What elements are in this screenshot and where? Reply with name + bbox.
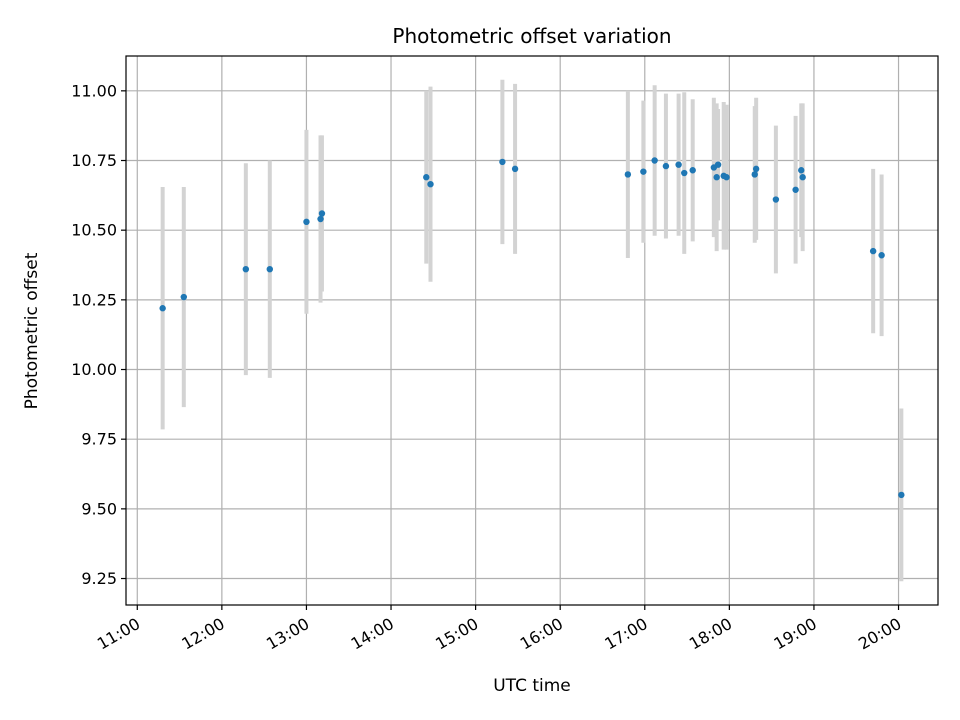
data-point [651,157,658,164]
error-bars [160,79,904,582]
data-point [675,161,682,168]
data-point [723,174,730,181]
data-point [640,168,647,175]
x-tick-label: 17:00 [601,614,650,654]
data-point [423,174,430,181]
y-axis-label: Photometric offset [22,252,42,409]
x-tick-label: 18:00 [686,614,735,654]
data-point [792,186,799,193]
x-tick-label: 12:00 [178,614,227,654]
y-tick-label: 9.50 [81,499,117,518]
data-point [689,167,696,174]
y-tick-label: 10.50 [71,221,117,240]
data-point [681,169,688,177]
data-point [898,491,905,499]
data-point [798,167,805,174]
y-tick-label: 10.00 [71,360,117,379]
y-axis-ticks: 9.25 9.50 9.75 10.00 10.25 10.50 10.75 11.00 [71,81,126,588]
x-axis-ticks: 11:00 12:00 13:00 14:00 15:00 16:00 17:00 18:00… [94,605,905,654]
x-tick-label: 11:00 [94,614,143,654]
y-tick-label: 9.25 [81,569,117,588]
data-point [180,293,187,301]
y-tick-label: 9.75 [81,430,117,449]
y-tick-label: 11.00 [71,81,117,100]
x-tick-label: 19:00 [771,614,820,654]
data-points [159,157,905,499]
data-point [752,165,760,173]
data-point [511,165,519,173]
data-point [499,158,506,166]
data-point [714,161,722,168]
data-point [869,247,877,255]
data-point [713,174,720,181]
data-point [266,265,273,273]
data-point [751,171,758,178]
x-tick-label: 13:00 [263,614,312,654]
plot-area-frame [125,55,939,606]
data-point [317,215,324,223]
x-tick-label: 15:00 [432,614,481,654]
y-tick-label: 10.25 [71,290,117,309]
data-point [772,196,780,203]
data-point [878,252,885,259]
data-point [242,265,250,273]
x-tick-label: 16:00 [517,614,566,654]
data-point [662,162,670,170]
data-point [624,171,632,178]
data-point [427,180,434,188]
data-point [799,174,806,181]
x-tick-label: 20:00 [855,614,904,654]
x-axis-label: UTC time [493,676,571,696]
data-point [318,210,326,217]
chart-title: Photometric offset variation [392,24,671,48]
x-tick-label: 14:00 [348,614,397,654]
data-point [303,218,310,226]
grid-lines [126,56,938,605]
data-point [159,305,166,312]
y-tick-label: 10.75 [71,151,117,170]
